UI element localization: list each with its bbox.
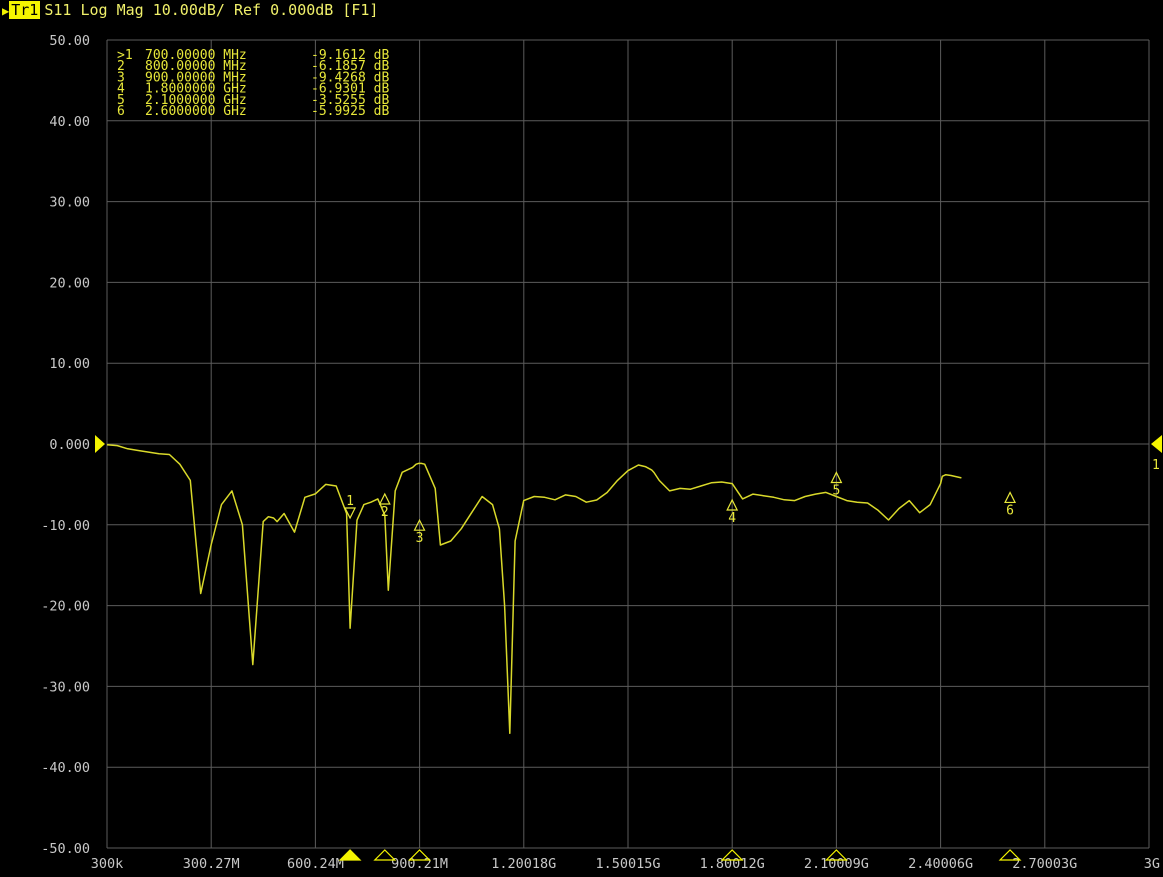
- x-tick-label: 1.80012G: [700, 856, 765, 872]
- marker-table-value: -3.5255 dB: [311, 93, 389, 108]
- marker-table-row: 5 2.1000000 GHz -3.5255 dB: [117, 93, 389, 108]
- x-tick-label: 2.70003G: [1012, 856, 1077, 872]
- y-tick-label: 20.00: [49, 275, 90, 291]
- marker-axis-triangle-icon[interactable]: [408, 849, 431, 861]
- marker-table-id: 4: [117, 82, 125, 97]
- marker-axis-triangle-icon[interactable]: [720, 849, 744, 861]
- marker-label: 4: [728, 511, 736, 526]
- trace-tab-tr1[interactable]: Tr1: [9, 1, 41, 19]
- y-tick-label: -20.00: [41, 599, 90, 615]
- marker-2[interactable]: 2: [373, 492, 397, 861]
- x-tick-label: 1.50015G: [595, 856, 660, 872]
- y-tick-label: -50.00: [41, 841, 90, 857]
- x-tick-label: 300.27M: [183, 856, 240, 872]
- marker-table-value: -6.9301 dB: [311, 82, 389, 97]
- marker-table-row: 2 800.00000 MHz -6.1857 dB: [117, 59, 389, 74]
- marker-table-id: 2: [117, 59, 125, 74]
- marker-table-freq: 1.8000000 GHz: [145, 82, 247, 97]
- marker-3[interactable]: 3: [408, 518, 431, 861]
- marker-flag-icon: [1004, 491, 1017, 504]
- trace-header: ▶ Tr1 S11 Log Mag 10.00dB/ Ref 0.000dB [F1…: [0, 0, 1163, 20]
- markers[interactable]: 1 2 3 4 5 6: [338, 471, 1022, 861]
- x-tick-label: 300k: [91, 856, 124, 872]
- marker-axis-triangle-icon[interactable]: [998, 849, 1022, 861]
- trace-settings-label[interactable]: S11 Log Mag 10.00dB/ Ref 0.000dB [F1]: [44, 1, 379, 19]
- trace: [106, 444, 962, 735]
- marker-table-value: -5.9925 dB: [311, 104, 389, 119]
- y-tick-label: 50.00: [49, 33, 90, 49]
- marker-label: 1: [346, 494, 354, 509]
- x-tick-label: 1.20018G: [491, 856, 556, 872]
- y-tick-label: -40.00: [41, 760, 90, 776]
- marker-flag-icon: [726, 498, 739, 511]
- reference-indicators: 1: [95, 435, 1162, 473]
- grid: [106, 39, 1150, 849]
- marker-table-row: 6 2.6000000 GHz -5.9925 dB: [117, 104, 389, 119]
- y-tick-label: -10.00: [41, 518, 90, 534]
- marker-table-freq: 700.00000 MHz: [145, 48, 247, 63]
- marker-6[interactable]: 6: [998, 491, 1022, 861]
- marker-label: 6: [1006, 503, 1014, 518]
- marker-table-row: 3 900.00000 MHz -9.4268 dB: [117, 70, 389, 85]
- marker-table-value: -9.4268 dB: [311, 70, 389, 85]
- marker-5[interactable]: 5: [824, 471, 848, 861]
- marker-table-id: 5: [117, 93, 125, 108]
- x-tick-label: 900.21M: [391, 856, 448, 872]
- marker-table-id: >1: [117, 48, 133, 63]
- marker-table-freq: 900.00000 MHz: [145, 70, 247, 85]
- marker-table-value: -6.1857 dB: [311, 59, 389, 74]
- marker-1[interactable]: 1: [338, 494, 362, 861]
- marker-flag-icon: [413, 518, 426, 531]
- marker-label: 2: [381, 505, 389, 520]
- marker-4[interactable]: 4: [720, 498, 744, 861]
- marker-table-row: >1 700.00000 MHz -9.1612 dB: [117, 48, 389, 63]
- marker-axis-triangle-icon[interactable]: [338, 849, 362, 861]
- y-tick-labels: 50.00 40.00 30.00 20.00 10.00 0.000 -10.00 -20.…: [41, 33, 90, 857]
- marker-flag-icon: [830, 471, 843, 484]
- marker-table-freq: 800.00000 MHz: [145, 59, 247, 74]
- y-tick-label: 40.00: [49, 114, 90, 130]
- marker-table-freq: 2.1000000 GHz: [145, 93, 247, 108]
- marker-axis-triangle-icon[interactable]: [824, 849, 848, 861]
- marker-table: >1 700.00000 MHz -9.1612 dB 2 800.00000 MHz…: [117, 48, 389, 119]
- marker-table-id: 3: [117, 70, 125, 85]
- marker-table-id: 6: [117, 104, 125, 119]
- marker-flag-icon: [344, 507, 357, 520]
- ref-level-left-icon[interactable]: [95, 435, 105, 453]
- x-tick-label: 600.24M: [287, 856, 344, 872]
- ref-level-right-icon[interactable]: [1151, 435, 1162, 453]
- marker-flag-icon: [378, 492, 391, 505]
- x-tick-label: 3G: [1144, 856, 1160, 872]
- marker-axis-triangle-icon[interactable]: [373, 849, 397, 861]
- y-tick-label: 10.00: [49, 356, 90, 372]
- marker-label: 5: [832, 483, 840, 498]
- marker-label: 3: [416, 531, 424, 546]
- x-tick-label: 2.10009G: [804, 856, 869, 872]
- trace-end-label: 1: [1152, 458, 1160, 473]
- y-tick-label: 30.00: [49, 195, 90, 211]
- y-tick-label: 0.000: [49, 437, 90, 453]
- marker-table-freq: 2.6000000 GHz: [145, 104, 247, 119]
- marker-table-row: 4 1.8000000 GHz -6.9301 dB: [117, 82, 389, 97]
- y-tick-label: -30.00: [41, 679, 90, 695]
- trace-line: [106, 444, 962, 735]
- active-trace-pointer-icon: ▶: [2, 4, 10, 18]
- marker-table-value: -9.1612 dB: [311, 48, 389, 63]
- x-tick-label: 2.40006G: [908, 856, 973, 872]
- x-tick-labels: 300k 300.27M 600.24M 900.21M 1.20018G 1.50015…: [91, 856, 1160, 872]
